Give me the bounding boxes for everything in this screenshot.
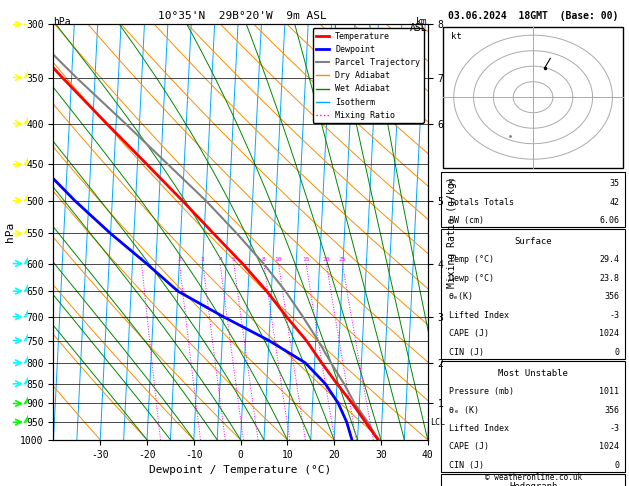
Text: Pressure (mb): Pressure (mb)	[448, 387, 514, 396]
Text: 8: 8	[262, 258, 265, 262]
Text: 10: 10	[275, 258, 282, 262]
Text: 6.06: 6.06	[599, 216, 620, 225]
Bar	[441, 172, 625, 227]
Text: CAPE (J): CAPE (J)	[448, 442, 489, 451]
Text: 03.06.2024  18GMT  (Base: 00): 03.06.2024 18GMT (Base: 00)	[448, 11, 618, 21]
Text: θₑ (K): θₑ (K)	[448, 405, 479, 415]
Text: 1: 1	[140, 258, 143, 262]
Text: 2: 2	[177, 258, 181, 262]
Text: 25: 25	[338, 258, 346, 262]
Text: 23.8: 23.8	[599, 274, 620, 283]
Y-axis label: hPa: hPa	[4, 222, 14, 242]
Text: K: K	[448, 179, 454, 188]
Text: Lifted Index: Lifted Index	[448, 424, 509, 433]
Text: 1011: 1011	[599, 387, 620, 396]
Text: -3: -3	[610, 424, 620, 433]
Text: 10°35'N  29B°20'W  9m ASL: 10°35'N 29B°20'W 9m ASL	[158, 11, 326, 21]
Text: ASL: ASL	[410, 23, 428, 34]
Text: CIN (J): CIN (J)	[448, 461, 484, 470]
Text: 1024: 1024	[599, 329, 620, 338]
Text: © weatheronline.co.uk: © weatheronline.co.uk	[484, 473, 582, 482]
Bar	[441, 474, 625, 486]
Text: Most Unstable: Most Unstable	[498, 368, 568, 378]
Text: Hodograph: Hodograph	[509, 482, 557, 486]
Text: 3: 3	[201, 258, 205, 262]
Text: 356: 356	[604, 292, 620, 301]
Text: 20: 20	[323, 258, 330, 262]
Text: km: km	[416, 17, 428, 27]
Text: CAPE (J): CAPE (J)	[448, 329, 489, 338]
Legend: Temperature, Dewpoint, Parcel Trajectory, Dry Adiabat, Wet Adiabat, Isotherm, Mi: Temperature, Dewpoint, Parcel Trajectory…	[313, 29, 423, 123]
Text: LCL: LCL	[430, 417, 445, 427]
Text: 0: 0	[615, 461, 620, 470]
Text: 1024: 1024	[599, 442, 620, 451]
Y-axis label: Mixing Ratio (g/kg): Mixing Ratio (g/kg)	[447, 176, 457, 288]
Bar	[441, 229, 625, 359]
Text: 35: 35	[610, 179, 620, 188]
Bar	[443, 27, 623, 168]
X-axis label: Dewpoint / Temperature (°C): Dewpoint / Temperature (°C)	[150, 465, 331, 475]
Text: Lifted Index: Lifted Index	[448, 311, 509, 320]
Text: 356: 356	[604, 405, 620, 415]
Text: 5: 5	[232, 258, 236, 262]
Text: 0: 0	[615, 347, 620, 357]
Text: kt: kt	[450, 32, 461, 41]
Text: Dewp (°C): Dewp (°C)	[448, 274, 494, 283]
Text: PW (cm): PW (cm)	[448, 216, 484, 225]
Text: hPa: hPa	[53, 17, 71, 27]
Text: 42: 42	[610, 197, 620, 207]
Text: 29.4: 29.4	[599, 255, 620, 264]
Text: Temp (°C): Temp (°C)	[448, 255, 494, 264]
Text: CIN (J): CIN (J)	[448, 347, 484, 357]
Text: 4: 4	[218, 258, 222, 262]
Text: θₑ(K): θₑ(K)	[448, 292, 474, 301]
Text: 15: 15	[303, 258, 310, 262]
Text: -3: -3	[610, 311, 620, 320]
Text: Surface: Surface	[515, 237, 552, 246]
Text: Totals Totals: Totals Totals	[448, 197, 514, 207]
Bar	[441, 361, 625, 472]
